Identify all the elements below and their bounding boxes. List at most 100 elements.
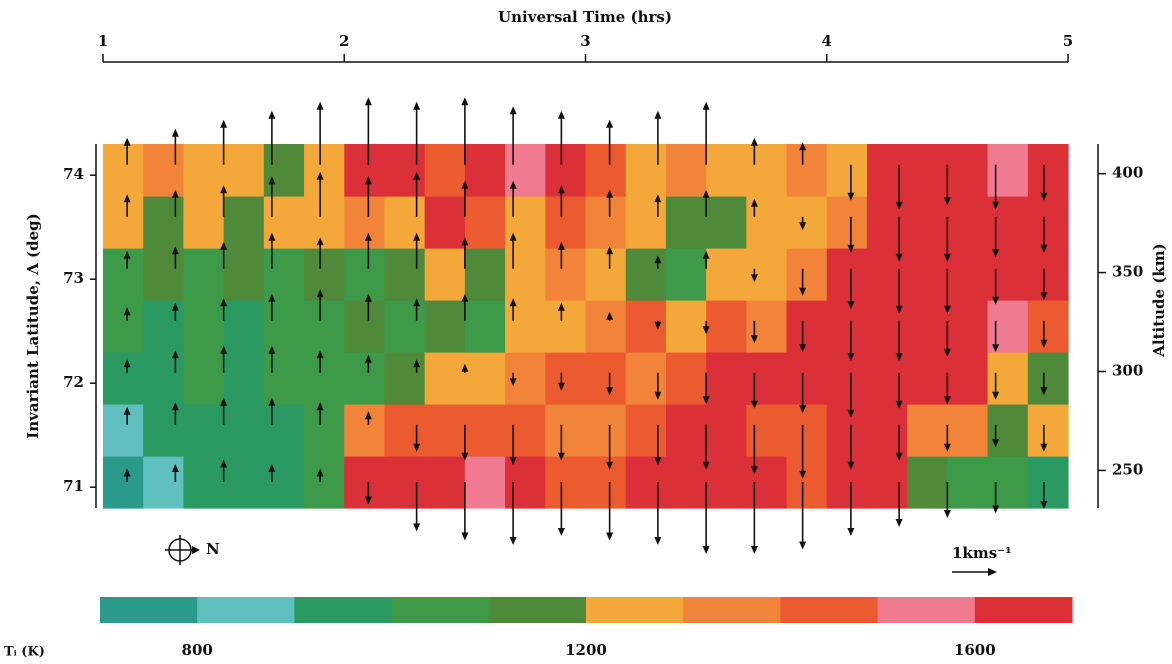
vector-arrow: [606, 246, 614, 269]
vector-scale-label: 1kms⁻¹: [952, 544, 1012, 562]
vector-arrow: [123, 194, 131, 217]
heat-cell: [464, 456, 506, 509]
vector-arrow: [654, 194, 662, 217]
vector-arrow: [702, 372, 710, 405]
vector-arrow: [654, 482, 662, 545]
arrow-head: [509, 457, 517, 466]
vector-arrow: [413, 359, 421, 373]
vector-arrow: [123, 250, 131, 269]
arrow-head: [413, 298, 421, 307]
colorbar-bin: [100, 597, 198, 623]
vector-arrow: [268, 345, 276, 373]
arrow-head: [268, 110, 276, 119]
vector-arrow: [461, 180, 469, 217]
vector-arrow: [557, 241, 565, 269]
colorbar-tick-label: 1600: [954, 641, 996, 659]
vector-arrow: [171, 189, 179, 217]
arrow-head: [943, 197, 951, 206]
vector-arrow: [220, 241, 228, 269]
arrow-head: [895, 400, 903, 409]
vector-arrow: [123, 468, 131, 482]
colorbar-bin: [391, 597, 490, 623]
heat-cell: [746, 352, 788, 405]
heat-cell: [826, 300, 868, 353]
vector-arrow: [364, 411, 372, 425]
vector-arrow: [799, 482, 807, 550]
heat-cell: [304, 456, 345, 509]
x-axis-title: Universal Time (hrs): [498, 8, 672, 26]
vector-arrow: [413, 232, 421, 269]
arrow-head: [413, 232, 421, 241]
heat-cell: [384, 352, 426, 405]
arrow-head: [847, 353, 855, 362]
heat-cell: [424, 456, 466, 509]
vector-arrow: [847, 164, 855, 201]
heatmap: [103, 144, 1069, 509]
arrow-head: [1040, 387, 1048, 396]
heat-cell: [907, 456, 948, 509]
heat-cell: [947, 404, 989, 457]
heat-cell: [826, 196, 868, 249]
heat-cell: [103, 352, 144, 405]
arrow-head: [654, 194, 662, 203]
heat-cell: [907, 196, 948, 249]
arrow-head: [847, 244, 855, 253]
heat-cell: [424, 352, 466, 405]
arrow-head: [413, 359, 421, 368]
heat-cell: [665, 196, 707, 249]
arrow-head: [171, 402, 179, 411]
vector-arrow: [750, 372, 758, 409]
arrow-head: [847, 409, 855, 418]
heat-cell: [866, 144, 908, 197]
heat-cell: [585, 404, 627, 457]
heat-cell: [464, 300, 506, 353]
arrow-head: [413, 101, 421, 110]
heat-cell: [424, 248, 466, 301]
arrow-head: [220, 241, 228, 250]
colorbar-bin: [683, 597, 781, 623]
heat-cell: [183, 300, 225, 353]
heat-cell: [907, 144, 948, 197]
heat-cell: [183, 196, 225, 249]
vector-arrow: [847, 216, 855, 253]
heat-cell: [263, 144, 305, 197]
vector-arrow: [992, 268, 1000, 305]
vector-arrow: [557, 372, 565, 391]
arrow-head: [557, 302, 565, 311]
arrow-head: [895, 305, 903, 314]
heat-cell: [263, 456, 305, 509]
arrow-head: [847, 461, 855, 470]
arrow-head: [316, 402, 324, 411]
heat-cell: [987, 248, 1029, 301]
vector-arrow: [461, 363, 469, 373]
vector-arrow: [702, 189, 710, 217]
arrow-head: [123, 194, 131, 203]
vector-arrow: [847, 424, 855, 470]
arrow-head: [799, 541, 807, 550]
arrow-head: [268, 345, 276, 354]
arrow-head: [509, 180, 517, 189]
heat-cell: [223, 456, 265, 509]
heat-cell: [143, 144, 185, 197]
vector-arrow: [702, 424, 710, 470]
heat-cell: [786, 352, 828, 405]
arrow-head: [992, 249, 1000, 258]
vector-arrow: [1040, 372, 1048, 396]
arrow-head: [992, 505, 1000, 514]
arrow-head: [364, 496, 372, 505]
heat-cell: [625, 248, 667, 301]
colorbar-tick-label: 800: [182, 641, 213, 659]
heat-cell: [746, 300, 788, 353]
arrow-head: [557, 528, 565, 536]
arrow-head: [220, 397, 228, 406]
heat-cell: [1027, 300, 1069, 353]
vector-arrow: [750, 137, 758, 165]
heat-cell: [384, 248, 426, 301]
compass: [165, 535, 200, 565]
colorbar-bin: [586, 597, 684, 623]
heat-cell: [304, 248, 345, 301]
vector-arrow: [992, 216, 1000, 258]
heat-cell: [545, 196, 587, 249]
heat-cell: [625, 300, 667, 353]
